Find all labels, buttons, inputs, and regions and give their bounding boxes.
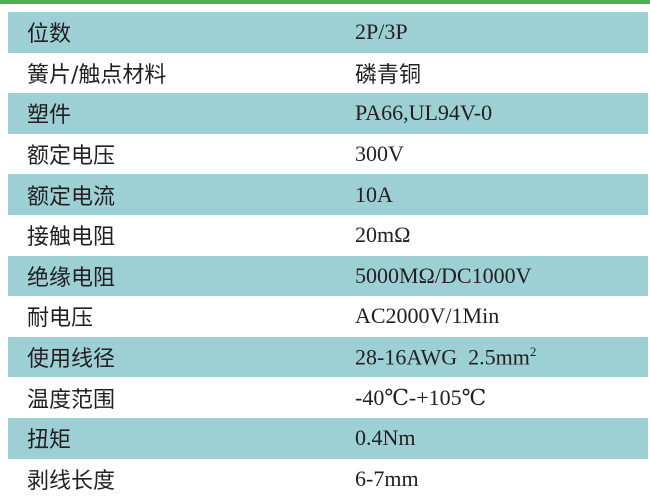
- spec-value: 6-7mm: [355, 466, 419, 492]
- spec-table: 位数 2P/3P 簧片/触点材料 磷青铜 塑件 PA66,UL94V-0 额定电压 300V 额…: [8, 12, 648, 499]
- spec-row: 耐电压 AC2000V/1Min: [8, 296, 648, 337]
- spec-value: -40℃-+105℃: [355, 385, 486, 411]
- spec-value-text: 300V: [355, 141, 404, 167]
- spec-row: 扭矩 0.4Nm: [8, 417, 648, 459]
- spec-value-text: AC2000V/1Min: [355, 303, 500, 329]
- spec-value: 300V: [355, 141, 404, 167]
- spec-value-text: 0.4Nm: [355, 425, 416, 451]
- spec-value: 28-16AWG 2.5mm2: [355, 344, 536, 370]
- spec-value-text: 10A: [355, 181, 393, 207]
- spec-label: 剥线长度: [27, 468, 116, 494]
- spec-row: 额定电流 10A: [8, 174, 648, 215]
- spec-label: 塑件: [27, 103, 72, 129]
- spec-label: 额定电流: [27, 184, 116, 210]
- spec-value-text: 5000MΩ/DC1000V: [355, 262, 532, 288]
- spec-row: 接触电阻 20mΩ: [8, 215, 648, 256]
- spec-value: 磷青铜: [355, 57, 421, 89]
- top-accent-bar: [0, 0, 650, 4]
- spec-label: 耐电压: [27, 306, 94, 332]
- spec-value-text: 28-16AWG 2.5mm: [355, 344, 530, 370]
- spec-label: 位数: [27, 22, 72, 48]
- spec-value: 2P/3P: [355, 19, 408, 45]
- spec-label: 簧片/触点材料: [27, 62, 167, 88]
- spec-value: 20mΩ: [355, 222, 410, 248]
- spec-label: 温度范围: [27, 387, 116, 413]
- spec-value-text: PA66,UL94V-0: [355, 100, 493, 126]
- spec-value-text: 磷青铜: [355, 61, 422, 87]
- spec-label: 接触电阻: [27, 225, 116, 251]
- spec-row: 簧片/触点材料 磷青铜: [8, 53, 648, 94]
- spec-value-text: 20mΩ: [355, 222, 411, 248]
- spec-value: PA66,UL94V-0: [355, 100, 492, 126]
- spec-value-text: -40℃-+105℃: [355, 384, 487, 410]
- spec-row: 绝缘电阻 5000MΩ/DC1000V: [8, 255, 648, 297]
- spec-value-text: 6-7mm: [355, 465, 419, 491]
- spec-value: 10A: [355, 182, 393, 208]
- superscript: 2: [529, 343, 537, 359]
- spec-row: 剥线长度 6-7mm: [8, 459, 648, 499]
- spec-row: 额定电压 300V: [8, 134, 648, 175]
- spec-value: AC2000V/1Min: [355, 303, 499, 329]
- spec-label: 绝缘电阻: [27, 265, 116, 291]
- spec-row: 温度范围 -40℃-+105℃: [8, 377, 648, 418]
- spec-label: 额定电压: [27, 144, 116, 170]
- spec-value-text: 2P/3P: [355, 19, 408, 45]
- spec-row: 使用线径 28-16AWG 2.5mm2: [8, 336, 648, 378]
- spec-row: 塑件 PA66,UL94V-0: [8, 93, 648, 134]
- spec-row: 位数 2P/3P: [8, 12, 648, 53]
- spec-value: 0.4Nm: [355, 425, 416, 451]
- spec-value: 5000MΩ/DC1000V: [355, 263, 531, 289]
- spec-label: 扭矩: [27, 428, 72, 454]
- spec-label: 使用线径: [27, 347, 116, 373]
